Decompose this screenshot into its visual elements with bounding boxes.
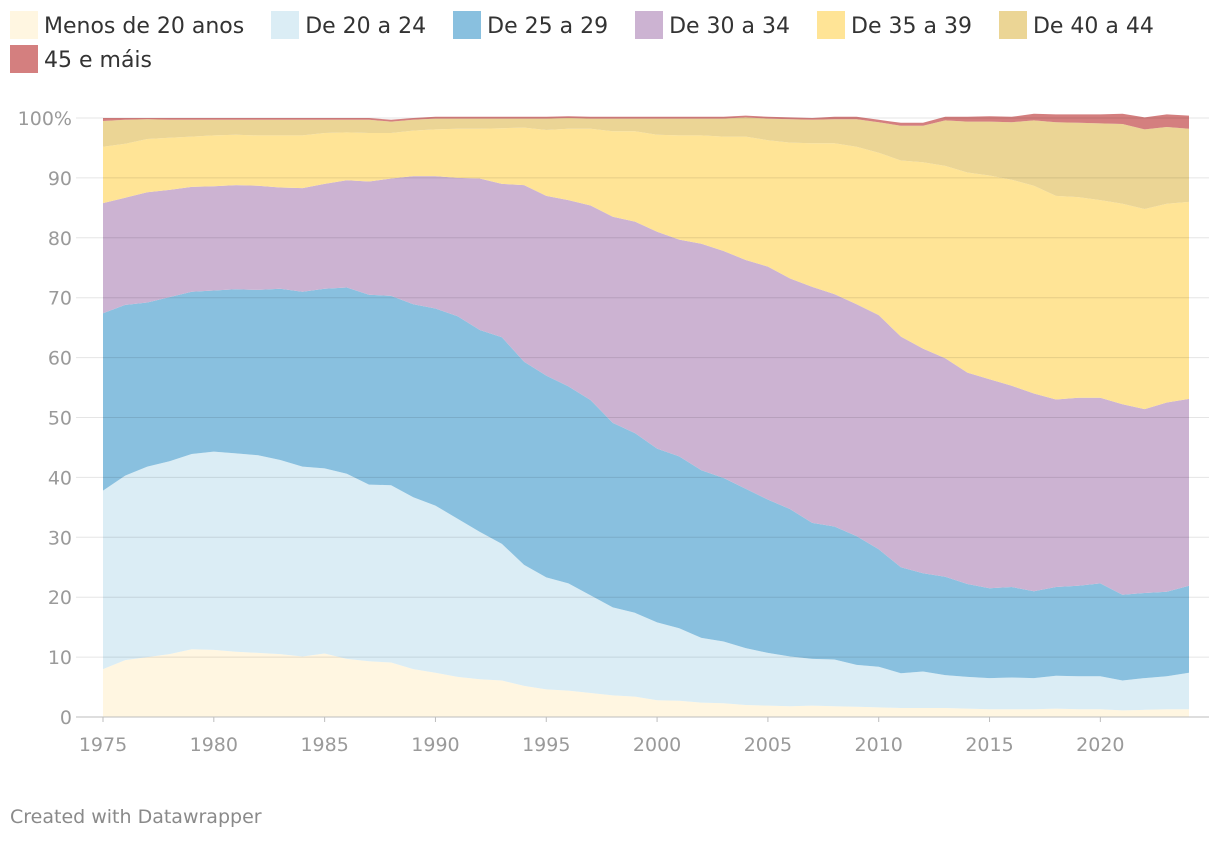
legend-label-20-24: De 20 a 24 bbox=[305, 14, 427, 39]
legend-item-35-39: De 35 a 39 bbox=[817, 10, 972, 44]
y-tick-label: 10 bbox=[48, 647, 72, 669]
legend-item-menos-de-20: Menos de 20 anos bbox=[10, 10, 244, 44]
area-layer bbox=[103, 113, 1189, 717]
area-series-4 bbox=[103, 127, 1189, 410]
legend-item-40-44: De 40 a 44 bbox=[998, 10, 1154, 44]
y-tick-label: 30 bbox=[48, 527, 72, 549]
area-series-5 bbox=[103, 117, 1189, 209]
legend-swatch-25-29 bbox=[453, 11, 482, 39]
x-tick-label: 2000 bbox=[633, 734, 681, 756]
area-series-6 bbox=[103, 113, 1189, 130]
legend-label-30-34: De 30 a 34 bbox=[669, 14, 791, 39]
area-series-3 bbox=[103, 176, 1189, 595]
x-tick-label: 1980 bbox=[190, 734, 238, 756]
x-tick-label: 1990 bbox=[411, 734, 459, 756]
legend-swatch-20-24 bbox=[271, 11, 300, 39]
legend-item-30-34: De 30 a 34 bbox=[635, 10, 790, 44]
legend: Menos de 20 anos De 20 a 24 De 25 a 29 D… bbox=[10, 10, 1215, 78]
legend-item-45-plus: 45 e máis bbox=[10, 44, 152, 78]
legend-swatch-30-34 bbox=[635, 11, 664, 39]
area-series-1 bbox=[103, 451, 1189, 711]
y-tick-label: 50 bbox=[48, 408, 72, 430]
stacked-area-chart: 0 10 20 30 40 50 60 70 80 90 100% 1975 1980 1985 1990… bbox=[18, 108, 1209, 756]
area-series-0 bbox=[103, 649, 1189, 717]
y-axis: 0 10 20 30 40 50 60 70 80 90 100% bbox=[18, 108, 72, 729]
y-tick-label: 80 bbox=[48, 228, 72, 250]
legend-swatch-45-plus bbox=[10, 45, 38, 73]
x-axis: 1975 1980 1985 1990 1995 2000 2005 2010 2015 2020 bbox=[79, 717, 1125, 756]
x-tick-label: 1995 bbox=[522, 734, 570, 756]
legend-label-35-39: De 35 a 39 bbox=[851, 14, 972, 39]
legend-label-40-44: De 40 a 44 bbox=[1032, 14, 1154, 39]
y-tick-label: 90 bbox=[48, 168, 72, 190]
x-tick-label: 2015 bbox=[965, 734, 1013, 756]
x-tick-label: 2010 bbox=[855, 734, 903, 756]
gridlines bbox=[76, 117, 1209, 718]
x-tick-label: 2020 bbox=[1076, 734, 1124, 756]
x-tick-label: 1985 bbox=[300, 734, 348, 756]
x-tick-label: 2005 bbox=[744, 734, 792, 756]
legend-label-menos-de-20: Menos de 20 anos bbox=[44, 14, 245, 39]
legend-label-25-29: De 25 a 29 bbox=[487, 14, 609, 39]
y-tick-label: 0 bbox=[60, 707, 72, 729]
y-tick-label: 20 bbox=[48, 587, 72, 609]
y-tick-label: 100% bbox=[18, 108, 72, 130]
footer-credit: Created with Datawrapper bbox=[10, 806, 262, 828]
legend-swatch-40-44 bbox=[998, 11, 1027, 39]
x-tick-label: 1975 bbox=[79, 734, 127, 756]
area-series-2 bbox=[103, 287, 1189, 681]
legend-item-20-24: De 20 a 24 bbox=[271, 10, 426, 44]
y-tick-label: 40 bbox=[48, 467, 72, 489]
legend-swatch-menos-de-20 bbox=[10, 11, 38, 39]
legend-label-45-plus: 45 e máis bbox=[44, 48, 153, 73]
legend-swatch-35-39 bbox=[817, 11, 846, 39]
y-tick-label: 60 bbox=[48, 348, 72, 370]
legend-item-25-29: De 25 a 29 bbox=[453, 10, 608, 44]
y-tick-label: 70 bbox=[48, 288, 72, 310]
